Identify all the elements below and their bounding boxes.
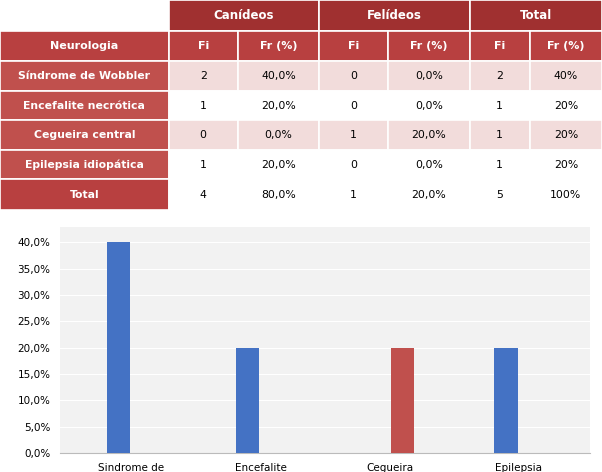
Text: 0,0%: 0,0% — [415, 160, 443, 169]
Text: 1: 1 — [200, 101, 206, 110]
Text: Felídeos: Felídeos — [367, 9, 422, 22]
Bar — [0, 150, 169, 179]
Bar — [0, 0, 169, 31]
Bar — [107, 242, 130, 453]
Text: 20%: 20% — [554, 130, 578, 140]
Text: 0: 0 — [200, 130, 206, 140]
Bar — [470, 61, 530, 91]
Text: 20,0%: 20,0% — [261, 160, 296, 169]
Bar — [0, 61, 169, 91]
Text: Síndrome de Wobbler: Síndrome de Wobbler — [18, 71, 150, 81]
Bar — [319, 120, 388, 150]
Text: 0: 0 — [350, 101, 357, 110]
Text: 0: 0 — [350, 71, 357, 81]
Bar — [238, 179, 319, 210]
Bar — [470, 31, 530, 61]
Bar — [0, 91, 169, 120]
Text: Cegueira central: Cegueira central — [34, 130, 135, 140]
Text: Canídeos: Canídeos — [214, 9, 274, 22]
Bar — [0, 31, 169, 61]
Bar — [319, 31, 388, 61]
Text: Total: Total — [69, 190, 99, 200]
Text: Fi: Fi — [494, 41, 505, 51]
Text: 20,0%: 20,0% — [412, 190, 446, 200]
Text: 20%: 20% — [554, 101, 578, 110]
Text: 0,0%: 0,0% — [415, 101, 443, 110]
Bar — [238, 61, 319, 91]
Text: 1: 1 — [200, 160, 206, 169]
Bar — [388, 91, 470, 120]
Bar — [388, 61, 470, 91]
Text: 1: 1 — [496, 160, 503, 169]
Text: Total: Total — [520, 9, 552, 22]
Text: Epilepsia idiopática: Epilepsia idiopática — [25, 160, 144, 170]
Bar — [470, 91, 530, 120]
Bar — [238, 150, 319, 179]
Text: 40%: 40% — [554, 71, 578, 81]
Bar — [388, 120, 470, 150]
Bar — [530, 91, 602, 120]
Bar — [238, 31, 319, 61]
Bar — [319, 179, 388, 210]
Bar — [530, 61, 602, 91]
Bar — [169, 31, 238, 61]
Text: Fi: Fi — [197, 41, 209, 51]
Bar — [530, 120, 602, 150]
Text: 80,0%: 80,0% — [261, 190, 296, 200]
Bar — [388, 179, 470, 210]
Bar — [319, 61, 388, 91]
Text: 1: 1 — [496, 130, 503, 140]
Bar — [530, 31, 602, 61]
Bar — [470, 0, 602, 31]
Bar — [470, 179, 530, 210]
Text: Fr (%): Fr (%) — [547, 41, 585, 51]
Text: 0,0%: 0,0% — [264, 130, 293, 140]
Bar — [388, 31, 470, 61]
Bar — [169, 61, 238, 91]
Bar — [169, 179, 238, 210]
Text: Fi: Fi — [348, 41, 359, 51]
Text: 4: 4 — [200, 190, 206, 200]
Bar — [391, 348, 414, 453]
Bar — [0, 179, 169, 210]
Bar — [236, 348, 259, 453]
Text: 1: 1 — [350, 130, 357, 140]
Text: Neurologia: Neurologia — [50, 41, 119, 51]
Bar — [470, 150, 530, 179]
Text: 40,0%: 40,0% — [261, 71, 296, 81]
Text: Encefalite necrótica: Encefalite necrótica — [23, 101, 145, 110]
Text: 20,0%: 20,0% — [261, 101, 296, 110]
Bar — [238, 91, 319, 120]
Bar — [319, 91, 388, 120]
Text: Fr (%): Fr (%) — [410, 41, 448, 51]
Bar — [530, 179, 602, 210]
Text: 0,0%: 0,0% — [415, 71, 443, 81]
Bar — [169, 150, 238, 179]
Bar — [319, 0, 470, 31]
Bar — [388, 150, 470, 179]
Text: 1: 1 — [350, 190, 357, 200]
Text: 0: 0 — [350, 160, 357, 169]
Bar — [169, 120, 238, 150]
Text: 20%: 20% — [554, 160, 578, 169]
Text: 2: 2 — [496, 71, 503, 81]
Text: 5: 5 — [496, 190, 503, 200]
Bar — [319, 150, 388, 179]
Text: 2: 2 — [200, 71, 206, 81]
Text: Fr (%): Fr (%) — [259, 41, 297, 51]
Text: 1: 1 — [496, 101, 503, 110]
Bar — [238, 120, 319, 150]
Bar — [494, 348, 518, 453]
Bar — [169, 91, 238, 120]
Bar — [470, 120, 530, 150]
Text: 20,0%: 20,0% — [412, 130, 446, 140]
Bar — [0, 120, 169, 150]
Bar — [530, 150, 602, 179]
Bar — [169, 0, 319, 31]
Text: 100%: 100% — [550, 190, 582, 200]
